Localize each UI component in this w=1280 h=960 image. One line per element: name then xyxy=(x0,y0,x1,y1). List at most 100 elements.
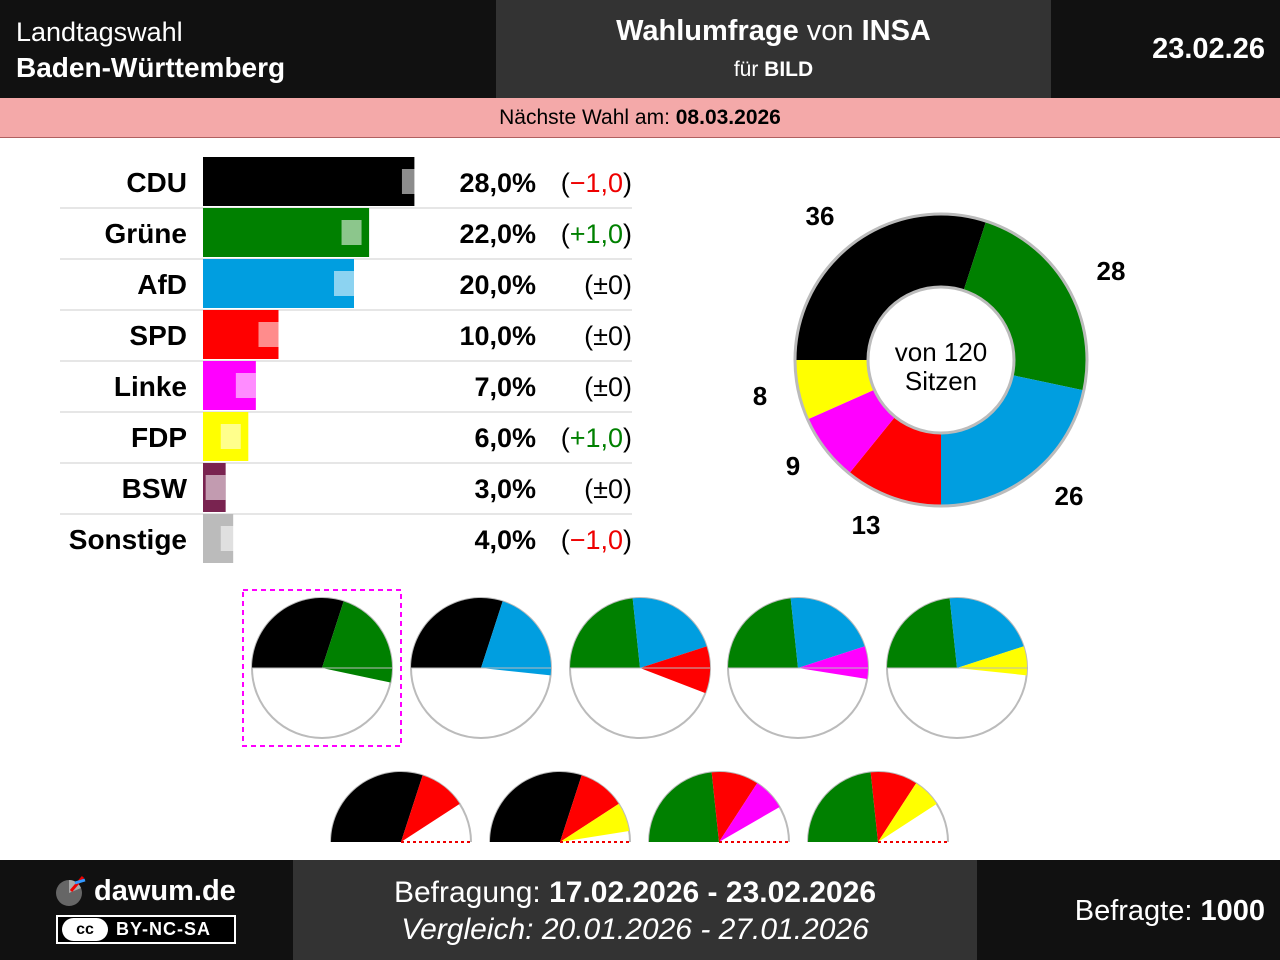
minority-pie-2-slice-fdp xyxy=(560,803,630,842)
footer: dawum.de cc BY-NC-SA Befragung: 17.02.20… xyxy=(0,860,1280,960)
coalition-pie-3-slice-gruene xyxy=(570,598,640,668)
minority-pie-4 xyxy=(807,771,949,843)
next-election-date: 08.03.2026 xyxy=(675,106,781,129)
party-label-cdu: CDU xyxy=(126,167,187,198)
change-label-gruene: (+1,0) xyxy=(561,219,632,249)
change-label-linke: (±0) xyxy=(584,372,632,402)
site-name[interactable]: dawum.de xyxy=(94,875,236,907)
footer-right: Befragte: 1000 xyxy=(977,860,1280,960)
coalition-pie-3 xyxy=(569,597,711,739)
value-label-afd: 20,0% xyxy=(459,270,536,300)
header-right: 23.02.26 xyxy=(1051,0,1280,98)
value-label-bsw: 3,0% xyxy=(474,474,536,504)
party-label-fdp: FDP xyxy=(131,422,187,453)
minority-pie-4-slice-fdp xyxy=(878,783,937,842)
seat-label-afd: 26 xyxy=(1055,481,1084,511)
compare-period-line: Vergleich: 20.01.2026 - 27.01.2026 xyxy=(293,913,977,947)
coalition-pie-4-slice-gruene xyxy=(728,598,798,668)
minority-pie-1 xyxy=(330,771,472,843)
bar-prev-marker-gruene xyxy=(341,220,362,245)
bar-gruene xyxy=(203,208,370,257)
minority-pie-3-slice-gruene xyxy=(649,772,719,842)
bar-prev-marker-cdu xyxy=(401,169,422,194)
minority-pie-3-slice-spd xyxy=(711,772,758,842)
client-name: BILD xyxy=(764,58,814,81)
poll-title-a: Wahlumfrage xyxy=(616,15,799,47)
party-label-linke: Linke xyxy=(114,371,187,402)
bar-prev-marker-sonstige xyxy=(220,526,241,551)
bar-prev-marker-fdp xyxy=(220,424,241,449)
change-label-sonstige: (−1,0) xyxy=(561,525,632,555)
footer-center: Befragung: 17.02.2026 - 23.02.2026 Vergl… xyxy=(293,860,977,960)
election-type: Landtagswahl xyxy=(16,17,183,47)
seat-slice-afd xyxy=(941,375,1084,506)
survey-period-line: Befragung: 17.02.2026 - 23.02.2026 xyxy=(293,876,977,910)
change-label-bsw: (±0) xyxy=(584,474,632,504)
coalition-pie-1 xyxy=(251,597,393,739)
seat-label-cdu: 36 xyxy=(806,201,835,231)
coalition-pie-3-slice-spd xyxy=(640,646,710,694)
value-label-fdp: 6,0% xyxy=(474,423,536,453)
seat-slice-spd xyxy=(849,416,941,506)
coalition-pie-2-slice-afd xyxy=(481,601,551,676)
seat-slice-gruene xyxy=(963,221,1087,391)
state-name: Baden-Württemberg xyxy=(16,52,286,83)
coalition-pie-1-slice-cdu xyxy=(252,597,344,668)
footer-left: dawum.de cc BY-NC-SA xyxy=(0,860,293,960)
poll-title-b: von xyxy=(806,15,854,47)
value-label-cdu: 28,0% xyxy=(459,168,536,198)
institute-name: INSA xyxy=(861,15,931,47)
survey-period: 17.02.2026 - 23.02.2026 xyxy=(549,876,877,909)
bar-afd xyxy=(203,259,354,308)
header-center: Wahlumfrage von INSA für BILD xyxy=(496,0,1051,98)
seat-center-disc xyxy=(866,285,1016,435)
change-label-spd: (±0) xyxy=(584,321,632,351)
minority-pie-4-slice-gruene xyxy=(808,772,878,842)
poll-date: 23.02.26 xyxy=(1152,33,1265,65)
minority-pie-3 xyxy=(648,771,790,843)
change-label-afd: (±0) xyxy=(584,270,632,300)
value-label-sonstige: 4,0% xyxy=(474,525,536,555)
seat-label-linke: 9 xyxy=(786,451,800,481)
coalition-pie-1-slice-gruene xyxy=(322,601,392,683)
respondents-count: 1000 xyxy=(1200,895,1265,927)
bar-prev-marker-spd xyxy=(258,322,279,347)
header-left: Landtagswahl Baden-Württemberg xyxy=(0,0,496,98)
value-label-gruene: 22,0% xyxy=(459,219,536,249)
party-label-afd: AfD xyxy=(137,269,187,300)
party-label-sonstige: Sonstige xyxy=(69,524,187,555)
change-label-fdp: (+1,0) xyxy=(561,423,632,453)
coalition-pie-2-slice-cdu xyxy=(411,597,503,668)
coalition-pie-5 xyxy=(886,597,1028,739)
minority-pie-2 xyxy=(489,771,631,843)
coalition-pie-4 xyxy=(727,597,869,739)
coalition-pie-3-slice-afd xyxy=(632,598,707,668)
seat-label-spd: 13 xyxy=(852,510,881,540)
poll-client: für BILD xyxy=(496,58,1051,82)
bar-prev-marker-linke xyxy=(235,373,256,398)
license-badge[interactable]: cc BY-NC-SA xyxy=(56,915,236,944)
compare-period: 20.01.2026 - 27.01.2026 xyxy=(541,913,869,946)
party-label-bsw: BSW xyxy=(122,473,188,504)
poll-title: Wahlumfrage von INSA xyxy=(496,15,1051,48)
change-label-cdu: (−1,0) xyxy=(561,168,632,198)
compare-label: Vergleich: xyxy=(401,913,534,946)
party-label-gruene: Grüne xyxy=(105,218,187,249)
bar-prev-marker-bsw xyxy=(205,475,226,500)
cc-icon: cc xyxy=(62,918,108,941)
minority-pie-1-slice-spd xyxy=(401,775,460,842)
party-label-spd: SPD xyxy=(129,320,187,351)
bar-cdu xyxy=(203,157,415,206)
seat-unit-label: Sitzen xyxy=(905,366,977,396)
coalition-pie-5-slice-gruene xyxy=(887,598,957,668)
minority-pie-1-slice-cdu xyxy=(331,771,423,842)
minority-pie-3-slice-linke xyxy=(719,783,780,842)
next-election-bar: Nächste Wahl am: 08.03.2026 xyxy=(0,98,1280,138)
seat-ring-outline xyxy=(793,212,1089,508)
coalition-highlight-frame xyxy=(242,589,402,747)
seat-label-fdp: 8 xyxy=(753,381,767,411)
seat-slice-fdp xyxy=(795,360,875,420)
client-prefix: für xyxy=(733,58,759,81)
survey-label: Befragung: xyxy=(393,876,541,909)
respondents-line: Befragte: 1000 xyxy=(1075,895,1265,928)
